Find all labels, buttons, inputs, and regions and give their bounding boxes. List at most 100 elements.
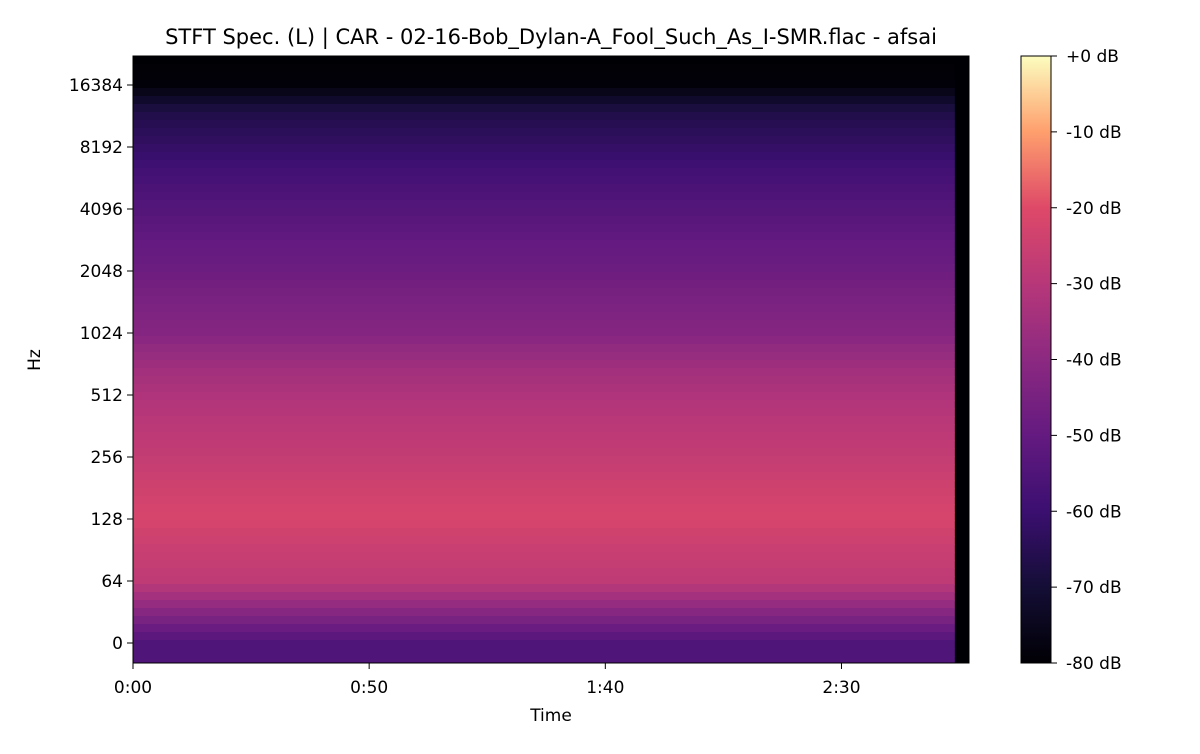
spectrogram-band	[133, 288, 955, 297]
spectrogram-band	[133, 536, 955, 545]
spectrogram-band	[133, 616, 955, 625]
spectrogram-band	[133, 552, 955, 561]
spectrogram-band	[133, 280, 955, 289]
spectrogram-band	[133, 504, 955, 513]
colorbar-tick-label: -70 dB	[1066, 578, 1122, 598]
spectrogram-band	[133, 216, 955, 225]
spectrogram-band	[133, 296, 955, 305]
spectrogram-band	[133, 128, 955, 137]
spectrogram-band	[133, 200, 955, 209]
spectrogram-band	[133, 448, 955, 457]
spectrogram-band	[133, 56, 955, 65]
colorbar-tick-label: -50 dB	[1066, 426, 1122, 446]
spectrogram-band	[133, 584, 955, 593]
y-tick-label: 1024	[80, 324, 123, 344]
spectrogram-band	[133, 600, 955, 609]
spectrogram-band	[133, 320, 955, 329]
spectrogram-band	[133, 152, 955, 161]
y-tick-label: 2048	[80, 262, 123, 282]
plot-frame	[132, 55, 970, 664]
spectrogram-band	[133, 488, 955, 497]
spectrogram-band	[133, 392, 955, 401]
y-tick-label: 512	[91, 386, 123, 406]
spectrogram-band	[133, 568, 955, 577]
spectrogram-band	[133, 520, 955, 529]
spectrogram-band	[133, 624, 955, 633]
spectrogram-band	[133, 64, 955, 73]
colorbar-tick-label: -10 dB	[1066, 123, 1122, 143]
spectrogram-band	[133, 312, 955, 321]
spectrogram-band	[133, 544, 955, 553]
spectrogram-band	[133, 176, 955, 185]
spectrogram-band	[133, 104, 955, 113]
x-tick-label: 0:00	[114, 678, 152, 698]
spectrogram-band	[133, 384, 955, 393]
colorbar-tick-label: -30 dB	[1066, 275, 1122, 295]
spectrogram-band	[133, 640, 955, 649]
spectrogram-band	[133, 248, 955, 257]
spectrogram-band	[133, 592, 955, 601]
spectrogram-band	[133, 232, 955, 241]
y-tick-label: 64	[101, 572, 123, 592]
x-tick-label: 2:30	[822, 678, 860, 698]
y-axis: 0 64 128 256 512 1024 2048 4096 8192 16384	[69, 76, 133, 654]
spectrogram-band	[133, 440, 955, 449]
spectrogram-band	[133, 272, 955, 281]
spectrogram-band	[133, 160, 955, 169]
colorbar-tick-label: -40 dB	[1066, 351, 1122, 371]
x-tick-label: 0:50	[350, 678, 388, 698]
colorbar-gradient	[1020, 55, 1052, 664]
spectrogram-band	[133, 144, 955, 153]
spectrogram-band	[133, 456, 955, 465]
x-tick-label: 1:40	[586, 678, 624, 698]
spectrogram-band	[133, 512, 955, 521]
spectrogram-band	[133, 472, 955, 481]
spectrogram-band	[133, 648, 955, 657]
spectrogram-band	[133, 184, 955, 193]
spectrogram-band	[133, 416, 955, 425]
spectrogram-band	[133, 608, 955, 617]
y-tick-label: 0	[112, 634, 123, 654]
spectrogram-band	[133, 352, 955, 361]
spectrogram-band	[133, 496, 955, 505]
spectrogram-band	[133, 264, 955, 273]
chart-title: STFT Spec. (L) | CAR - 02-16-Bob_Dylan-A…	[165, 25, 937, 50]
y-tick-label: 128	[91, 510, 123, 530]
spectrogram-band	[133, 408, 955, 417]
spectrogram-heatmap	[133, 56, 969, 663]
spectrogram-band	[133, 360, 955, 369]
y-tick-label: 16384	[69, 76, 123, 96]
spectrogram-band	[133, 224, 955, 233]
spectrogram-band	[133, 424, 955, 433]
spectrogram-band	[133, 576, 955, 585]
y-tick-label: 8192	[80, 138, 123, 158]
colorbar: +0 dB -10 dB -20 dB -30 dB -40 dB -50 dB -60 d…	[1020, 47, 1122, 674]
spectrogram-band	[133, 632, 955, 641]
x-axis-label: Time	[529, 706, 572, 726]
spectrogram-band	[133, 344, 955, 353]
y-tick-label: 4096	[80, 200, 123, 220]
spectrogram-band	[133, 336, 955, 345]
spectrogram-band	[133, 480, 955, 489]
colorbar-tick-label: -20 dB	[1066, 199, 1122, 219]
spectrogram-band	[133, 208, 955, 217]
spectrogram-band	[133, 528, 955, 537]
spectrogram-band	[133, 136, 955, 145]
colorbar-tick-label: -60 dB	[1066, 502, 1122, 522]
spectrogram-band	[133, 72, 955, 81]
y-tick-label: 256	[91, 448, 123, 468]
spectrogram-band	[133, 432, 955, 441]
x-axis: 0:00 0:50 1:40 2:30	[114, 663, 861, 698]
spectrogram-band	[133, 304, 955, 313]
spectrogram-band	[133, 80, 955, 89]
spectrogram-band	[133, 120, 955, 129]
spectrogram-band	[133, 192, 955, 201]
spectrogram-band	[133, 464, 955, 473]
spectrogram-band	[133, 400, 955, 409]
spectrogram-band	[133, 88, 955, 97]
colorbar-tick-label: -80 dB	[1066, 654, 1122, 674]
colorbar-tick-label: +0 dB	[1066, 47, 1119, 67]
spectrogram-band	[133, 656, 955, 663]
